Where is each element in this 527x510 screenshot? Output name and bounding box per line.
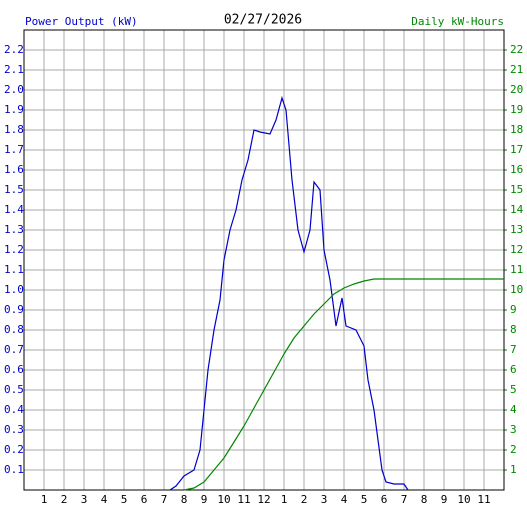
y-tick-label: 0.8 [4,323,24,336]
x-tick-label: 6 [141,493,148,506]
x-tick-label: 7 [401,493,408,506]
y2-tick-label: 2 [510,443,517,456]
y-tick-label: 1.8 [4,123,24,136]
y-tick-label: 1.1 [4,263,24,276]
y-tick-label: 1.5 [4,183,24,196]
y-tick-label: 1.4 [4,203,24,216]
x-tick-label: 8 [181,493,188,506]
x-tick-label: 3 [81,493,88,506]
y2-tick-label: 19 [510,103,523,116]
x-tick-label: 7 [161,493,168,506]
y-tick-label: 1.2 [4,243,24,256]
y2-tick-label: 18 [510,123,523,136]
y-tick-label: 0.7 [4,343,24,356]
y2-tick-label: 12 [510,243,523,256]
y2-tick-label: 6 [510,363,517,376]
y2-tick-label: 22 [510,43,523,56]
y2-axis-label: Daily kW-Hours [411,15,504,28]
x-tick-label: 9 [441,493,448,506]
x-tick-label: 4 [341,493,348,506]
x-tick-label: 11 [237,493,250,506]
y-tick-label: 0.4 [4,403,24,416]
x-tick-label: 12 [257,493,270,506]
y-tick-label: 0.5 [4,383,24,396]
y-tick-label: 1.0 [4,283,24,296]
x-tick-label: 4 [101,493,108,506]
x-tick-label: 9 [201,493,208,506]
y2-tick-label: 21 [510,63,523,76]
y2-tick-label: 16 [510,163,523,176]
x-tick-label: 10 [457,493,470,506]
x-tick-label: 5 [121,493,128,506]
y-tick-label: 0.6 [4,363,24,376]
y2-tick-label: 11 [510,263,523,276]
y-tick-label: 2.1 [4,63,24,76]
x-tick-label: 2 [61,493,68,506]
y-tick-label: 0.3 [4,423,24,436]
y-tick-label: 0.9 [4,303,24,316]
y-axis-label: Power Output (kW) [25,15,138,28]
series-line [183,278,504,491]
y-tick-label: 0.2 [4,443,24,456]
y-tick-label: 1.6 [4,163,24,176]
y2-tick-label: 4 [510,403,517,416]
y2-tick-label: 3 [510,423,517,436]
y-tick-label: 0.1 [4,463,24,476]
y-tick-label: 1.9 [4,103,24,116]
x-tick-label: 3 [321,493,328,506]
y-tick-label: 1.3 [4,223,24,236]
y2-tick-label: 20 [510,83,523,96]
y2-tick-label: 9 [510,303,517,316]
y-tick-label: 2.0 [4,83,24,96]
y2-tick-label: 13 [510,223,523,236]
y2-tick-label: 15 [510,183,523,196]
y2-tick-label: 17 [510,143,523,156]
y-tick-label: 2.2 [4,43,24,56]
y2-tick-label: 14 [510,203,524,216]
y2-tick-label: 5 [510,383,517,396]
series-line [169,95,409,491]
y2-tick-label: 10 [510,283,523,296]
x-tick-label: 11 [477,493,490,506]
x-tick-label: 5 [361,493,368,506]
y-tick-label: 1.7 [4,143,24,156]
x-tick-label: 1 [281,493,288,506]
y2-tick-label: 8 [510,323,517,336]
x-tick-label: 1 [41,493,48,506]
y2-tick-label: 1 [510,463,517,476]
plot-frame [23,29,505,491]
chart-title: 02/27/2026 [224,13,302,28]
x-tick-label: 6 [381,493,388,506]
y2-tick-label: 7 [510,343,517,356]
x-tick-label: 8 [421,493,428,506]
x-tick-label: 2 [301,493,308,506]
x-tick-label: 10 [217,493,230,506]
